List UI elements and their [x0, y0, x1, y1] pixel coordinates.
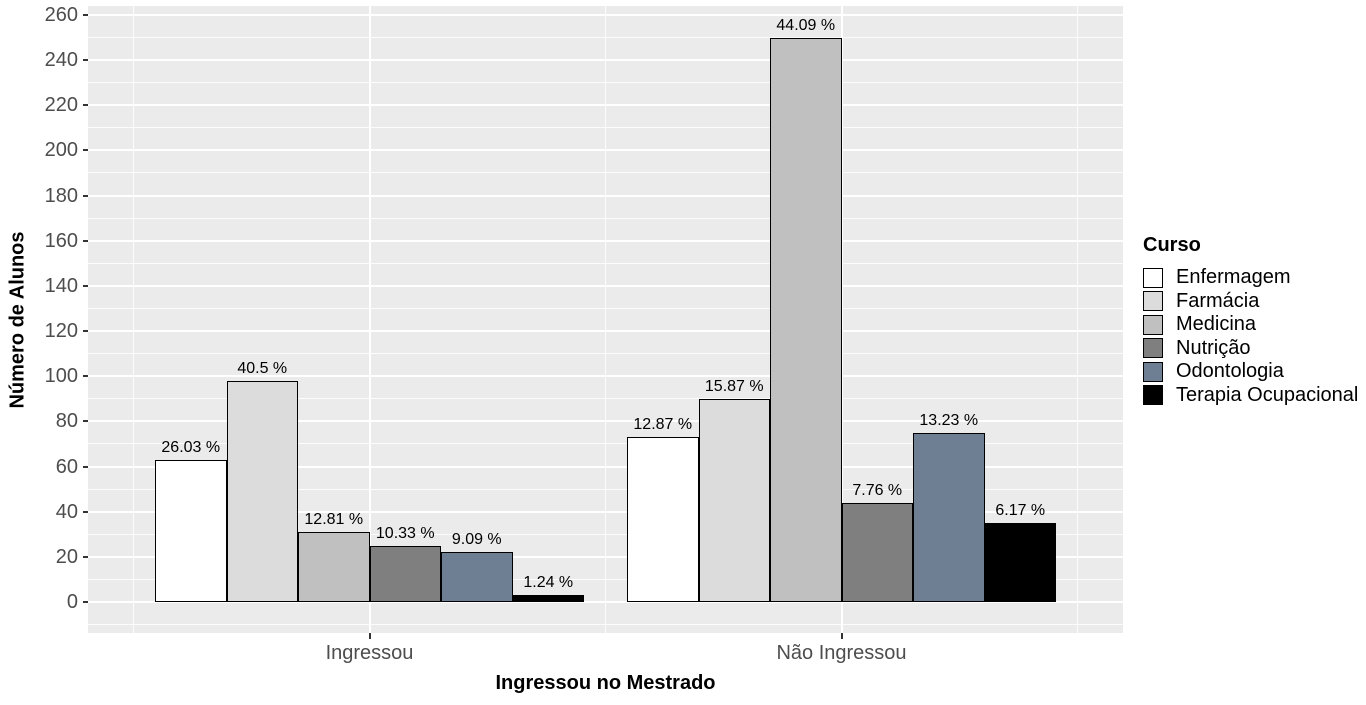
y-tick-mark: [83, 375, 88, 378]
y-tick-label: 260: [44, 3, 78, 26]
bar-Ingressou-Nutrição: [369, 545, 441, 602]
bar-Não Ingressou-Medicina: [770, 37, 842, 602]
bar-Não Ingressou-Odontologia: [913, 432, 985, 602]
legend-item-Medicina: Medicina: [1143, 313, 1358, 337]
legend-item-Odontologia: Odontologia: [1143, 360, 1358, 384]
bar-value-label: 40.5 %: [237, 359, 288, 377]
y-tick-label: 100: [44, 365, 78, 388]
legend-key-icon: [1143, 267, 1163, 288]
y-tick-mark: [83, 510, 88, 513]
legend-key-icon: [1143, 291, 1163, 312]
bar-value-label: 12.87 %: [633, 416, 693, 434]
legend-title: Curso: [1143, 234, 1201, 256]
y-tick-label: 180: [44, 184, 78, 207]
y-tick-label: 220: [44, 94, 78, 117]
y-axis-title: Número de Alunos: [6, 231, 29, 409]
y-tick-mark: [83, 601, 88, 603]
x-tick-label: Não Ingressou: [776, 642, 907, 664]
y-tick-mark: [83, 465, 88, 468]
y-tick-label: 0: [66, 591, 78, 613]
y-tick-mark: [83, 194, 88, 197]
bar-Não Ingressou-Terapia Ocupacional: [984, 522, 1056, 602]
y-tick-label: 40: [55, 500, 78, 523]
bar-Não Ingressou-Enfermagem: [627, 437, 699, 602]
legend-item-Enfermagem: Enfermagem: [1143, 266, 1358, 290]
y-tick-mark: [83, 104, 88, 107]
y-tick-mark: [83, 330, 88, 333]
bar-value-label: 13.23 %: [919, 411, 979, 429]
legend-item-label: Medicina: [1176, 313, 1257, 336]
legend-key-icon: [1143, 385, 1163, 406]
legend-key-icon: [1143, 361, 1163, 382]
legend-item-label: Nutrição: [1176, 336, 1251, 359]
bar-Ingressou-Farmácia: [226, 380, 298, 602]
y-tick-label: 160: [44, 229, 78, 252]
bar-value-label: 6.17 %: [995, 501, 1046, 519]
bar-value-label: 26.03 %: [161, 438, 221, 456]
bar-value-label: 9.09 %: [451, 531, 502, 549]
y-tick-label: 140: [44, 274, 78, 297]
bar-value-label: 15.87 %: [704, 377, 764, 395]
bar-Ingressou-Medicina: [298, 532, 370, 602]
y-tick-mark: [83, 149, 88, 152]
legend-item-label: Farmácia: [1176, 289, 1260, 312]
x-tick-mark: [840, 633, 843, 639]
bar-value-label: 10.33 %: [375, 524, 435, 542]
legend-item-Farmácia: Farmácia: [1143, 290, 1358, 314]
legend-item-label: Terapia Ocupacional: [1176, 383, 1359, 406]
bar-value-label: 1.24 %: [523, 574, 574, 592]
y-tick-label: 200: [44, 139, 78, 162]
legend-items: Enfermagem Farmácia Medicina Nutrição Odonto…: [1143, 266, 1358, 407]
legend-item-Terapia Ocupacional: Terapia Ocupacional: [1143, 384, 1358, 408]
x-tick-mark: [368, 633, 371, 639]
y-tick-label: 60: [55, 455, 78, 478]
bar-Ingressou-Enfermagem: [155, 459, 227, 602]
legend-item-label: Enfermagem: [1176, 266, 1291, 289]
y-tick-mark: [83, 13, 88, 16]
legend-item-Nutrição: Nutrição: [1143, 337, 1358, 361]
gridline-major-vertical: [368, 6, 371, 633]
y-tick-label: 120: [44, 320, 78, 343]
bar-Ingressou-Terapia Ocupacional: [512, 595, 584, 602]
legend-item-label: Odontologia: [1176, 360, 1284, 383]
y-tick-mark: [83, 555, 88, 558]
bar-Não Ingressou-Farmácia: [698, 398, 770, 602]
bar-value-label: 12.81 %: [304, 511, 364, 528]
gridline-minor-vertical: [605, 6, 606, 633]
bar-Não Ingressou-Nutrição: [841, 502, 913, 602]
bar-value-label: 44.09 %: [776, 16, 836, 34]
y-tick-label: 20: [55, 545, 78, 568]
plot-panel: 26.03 % 40.5 % 12.81 % 10.33 % 9.09 % 1.24 % 1…: [88, 6, 1123, 633]
gridline-minor-vertical: [1077, 6, 1078, 633]
gridline-major-vertical: [840, 6, 843, 633]
y-tick-mark: [83, 420, 88, 423]
y-tick-mark: [83, 239, 88, 242]
legend-key-icon: [1143, 314, 1163, 335]
gridline-minor-vertical: [133, 6, 134, 633]
y-tick-label: 80: [55, 410, 78, 433]
legend: Curso Enfermagem Farmácia Medicina Nutrição…: [1143, 234, 1358, 407]
bar-value-label: 7.76 %: [852, 481, 903, 499]
y-tick-mark: [83, 284, 88, 287]
y-tick-label: 240: [44, 49, 78, 72]
x-axis-title: Ingressou no Mestrado: [495, 672, 716, 694]
legend-key-icon: [1143, 338, 1163, 359]
bar-Ingressou-Odontologia: [441, 552, 513, 602]
x-tick-label: Ingressou: [325, 642, 414, 664]
y-tick-mark: [83, 59, 88, 62]
